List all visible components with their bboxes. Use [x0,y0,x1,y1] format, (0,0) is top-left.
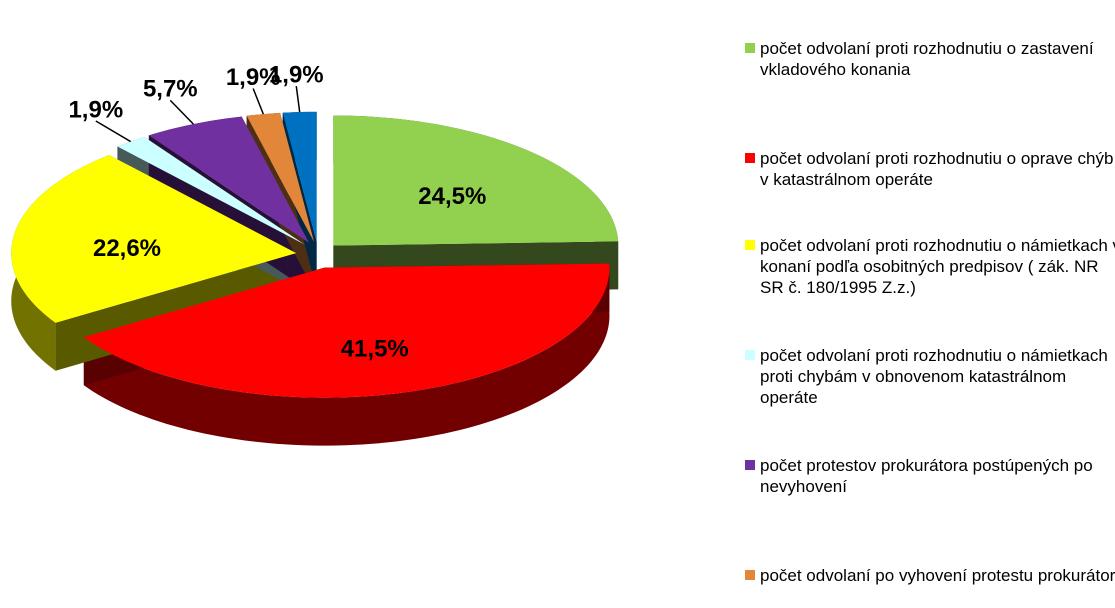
legend-label: počet odvolaní proti rozhodnutiu o oprav… [760,149,1114,189]
slice-side [83,263,610,446]
slice [246,112,315,243]
data-label: 22,6% [93,235,161,262]
legend-label: počet odvolaní proti rozhodnutiu o námie… [760,346,1108,407]
legend-entry: počet odvolaní proti rozhodnutiu o zasta… [745,38,1115,80]
data-label: 1,9% [269,61,324,88]
legend-swatch [745,240,755,250]
tops [11,111,619,398]
leader-line [169,99,194,125]
legend-swatch [745,43,755,53]
legend-swatch [745,570,755,580]
legend-entry: počet odvolaní po vyhovení protestu prok… [745,565,1115,586]
data-label: 1,9% [226,64,281,91]
slice [83,263,610,398]
legend-entry: počet odvolaní proti rozhodnutiu o námie… [745,345,1115,408]
legend-swatch [745,350,755,360]
leader-line [252,88,265,115]
slice [148,116,310,243]
leader-line [295,86,301,113]
legend-label: počet protestov prokurátora postúpených … [760,456,1093,496]
slice [117,137,305,245]
chart: 24,5%41,5%22,6%1,9%5,7% 1,9%1,9% [11,61,619,446]
slice [333,115,619,246]
data-label: 41,5% [341,336,409,363]
legend-swatch [745,460,755,470]
legend-label: počet odvolaní po vyhovení protestu prok… [760,566,1115,585]
data-label: 1,9% [68,96,123,123]
legend-entry: počet odvolaní proti rozhodnutiu o námie… [745,235,1115,298]
legend-entry: počet odvolaní proti rozhodnutiu o oprav… [745,148,1115,190]
legend-label: počet odvolaní proti rozhodnutiu o námie… [760,236,1115,297]
leader-line [95,120,131,143]
legend-swatch [745,153,755,163]
data-label: 5,7% [143,76,198,103]
data-label: 24,5% [418,183,486,210]
legend-entry: počet protestov prokurátora postúpených … [745,455,1115,497]
labels: 24,5%41,5%22,6%1,9%5,7% 1,9%1,9% [68,61,486,362]
slice [11,155,297,323]
slice [282,111,317,242]
legend-label: počet odvolaní proti rozhodnutiu o zasta… [760,39,1094,79]
